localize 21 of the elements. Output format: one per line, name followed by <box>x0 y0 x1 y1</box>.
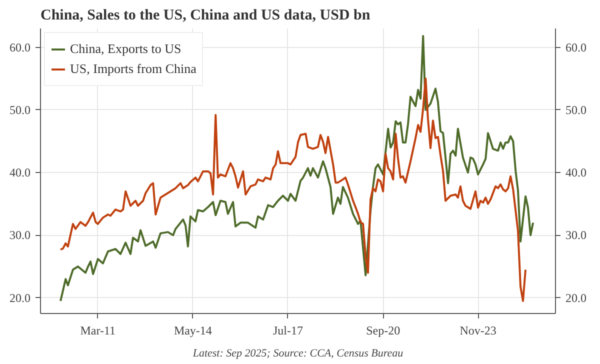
x-tick-label: Mar-11 <box>80 324 116 338</box>
legend-label: US, Imports from China <box>70 61 196 77</box>
x-tick-label: Nov-23 <box>460 324 496 338</box>
y-tick-label: 20.0 <box>10 290 30 305</box>
line-series <box>60 78 527 302</box>
y2-tick-label: 40.0 <box>566 166 586 180</box>
legend-label: China, Exports to US <box>70 41 182 57</box>
x-tick-label: Jul-17 <box>272 324 303 338</box>
y-tick-label: 40.0 <box>10 166 30 180</box>
y-tick-label: 30.0 <box>10 228 30 242</box>
x-tick-label: Sep-20 <box>366 324 400 338</box>
chart-title: China, Sales to the US, China and US data, USD bn <box>40 8 371 24</box>
y2-tick-label: 20.0 <box>566 290 586 305</box>
text: Latest: Sep 2025; Source: CCA, Census Bureau <box>192 348 404 360</box>
y2-tick-label: 50.0 <box>566 102 586 117</box>
y-tick-label: 50.0 <box>10 102 30 117</box>
y-tick-label: 60.0 <box>10 40 30 54</box>
line-series <box>60 35 534 302</box>
x-tick-label: May-14 <box>174 324 212 338</box>
y2-tick-label: 30.0 <box>566 228 586 242</box>
y2-tick-label: 60.0 <box>566 40 586 54</box>
